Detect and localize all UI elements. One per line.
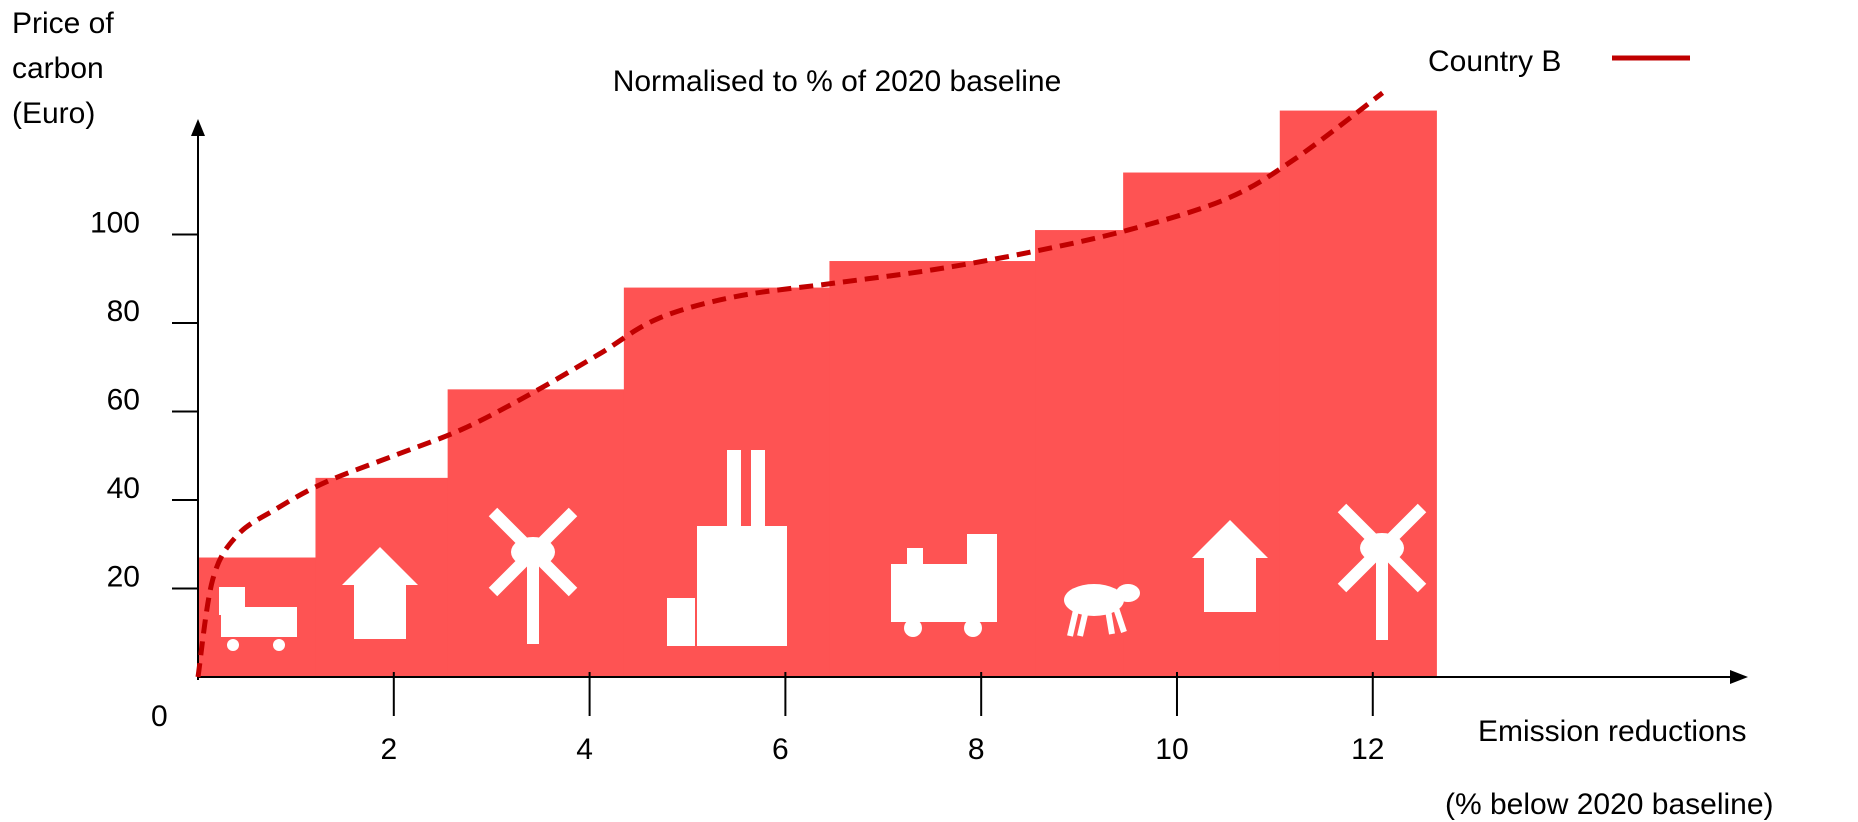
y-tick-label-60: 60 [107, 383, 140, 416]
x-axis-sublabel: (% below 2020 baseline) [1445, 788, 1774, 821]
y-axis-label: Price of carbon (Euro) [12, 7, 114, 130]
y-axis-arrow [191, 119, 205, 136]
x-tick-label-4: 4 [576, 733, 593, 766]
chart-title: Normalised to % of 2020 baseline [613, 65, 1062, 98]
legend: Country B [1428, 45, 1690, 78]
wind-turbine-icon [1337, 503, 1427, 640]
x-tick-label-10: 10 [1155, 733, 1188, 766]
train-icon [891, 534, 997, 637]
y-axis-label-line-3: (Euro) [12, 97, 95, 130]
y-axis-label-line-1: Price of [12, 7, 114, 40]
factory-icon [667, 450, 787, 646]
x-tick-label-8: 8 [968, 733, 985, 766]
y-tick-label-100: 100 [90, 206, 140, 239]
legend-label: Country B [1428, 45, 1561, 78]
sheep-icon [1064, 584, 1140, 637]
bar-7 [1123, 172, 1281, 677]
series-line-country-b [195, 90, 1385, 678]
y-tick-label-20: 20 [107, 560, 140, 593]
x-axis-label: Emission reductions [1478, 715, 1746, 748]
ticks-layer: 2 4 6 8 10 12 20 40 60 80 100 [90, 206, 1385, 766]
series-layer [195, 90, 1385, 678]
house-icon [1192, 520, 1268, 612]
wind-turbine-icon [488, 507, 578, 644]
x-tick-label-2: 2 [380, 733, 397, 766]
house-icon [342, 547, 418, 639]
y-tick-label-80: 80 [107, 295, 140, 328]
x-tick-label-12: 12 [1351, 733, 1384, 766]
y-tick-label-40: 40 [107, 472, 140, 505]
bar-8 [1279, 110, 1437, 677]
x-axis-arrow [1730, 670, 1748, 684]
x-tick-label-6: 6 [772, 733, 789, 766]
origin-label: 0 [151, 700, 168, 733]
truck-icon [219, 587, 297, 651]
y-axis-label-line-2: carbon [12, 52, 104, 85]
sector-icons-layer [219, 450, 1427, 651]
